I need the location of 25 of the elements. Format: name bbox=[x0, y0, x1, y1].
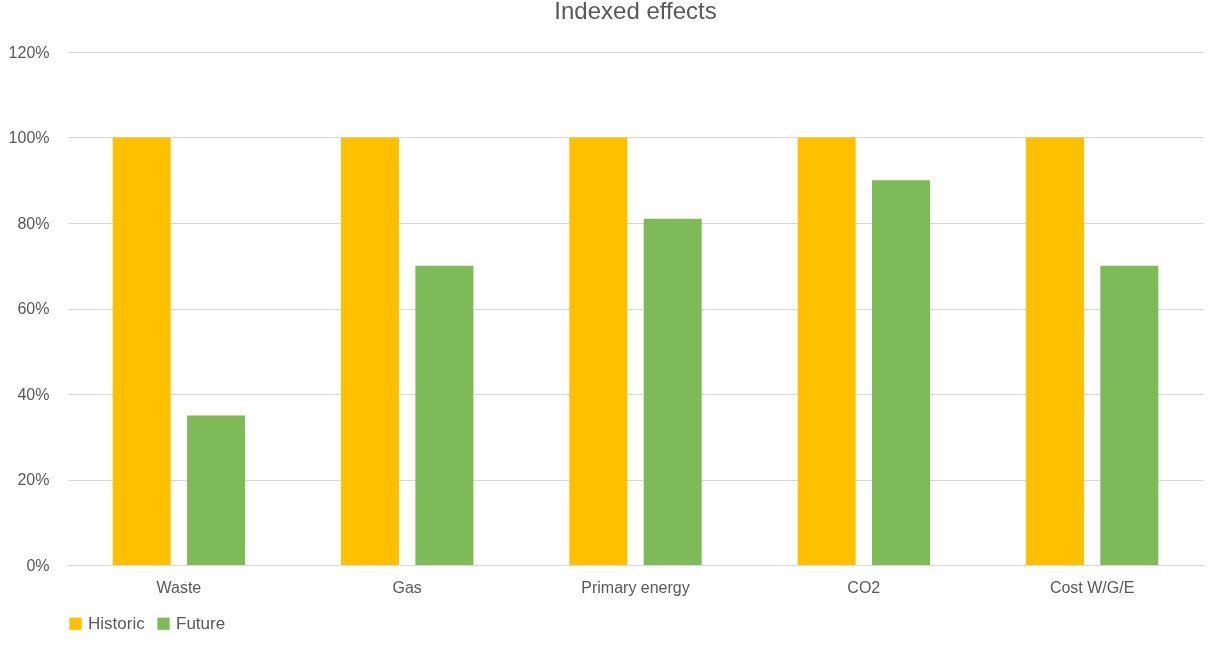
bar bbox=[112, 137, 171, 565]
bar bbox=[340, 137, 399, 565]
x-tick-label: Cost W/G/E bbox=[1049, 578, 1135, 596]
bar bbox=[872, 180, 931, 565]
y-tick-label: 100% bbox=[8, 129, 50, 146]
y-tick-label: 20% bbox=[17, 471, 50, 488]
y-tick-label: 60% bbox=[17, 300, 50, 317]
x-tick-label: Primary energy bbox=[581, 578, 690, 596]
y-tick-label: 120% bbox=[8, 43, 50, 61]
x-tick-label: Gas bbox=[392, 578, 422, 596]
legend-label: Future bbox=[176, 613, 226, 633]
bar bbox=[643, 218, 702, 565]
bar bbox=[187, 415, 246, 565]
bar bbox=[797, 137, 856, 565]
bar bbox=[1025, 137, 1084, 565]
y-tick-label: 80% bbox=[17, 214, 50, 232]
y-tick-label: 40% bbox=[17, 385, 50, 403]
bar bbox=[1100, 265, 1159, 565]
x-tick-label: CO2 bbox=[847, 578, 881, 596]
y-tick-label: 0% bbox=[26, 556, 50, 574]
bar bbox=[569, 137, 628, 565]
legend-label: Historic bbox=[88, 613, 146, 633]
chart-title: Indexed effects bbox=[554, 0, 717, 24]
bar bbox=[415, 265, 474, 565]
x-tick-label: Waste bbox=[156, 578, 202, 596]
